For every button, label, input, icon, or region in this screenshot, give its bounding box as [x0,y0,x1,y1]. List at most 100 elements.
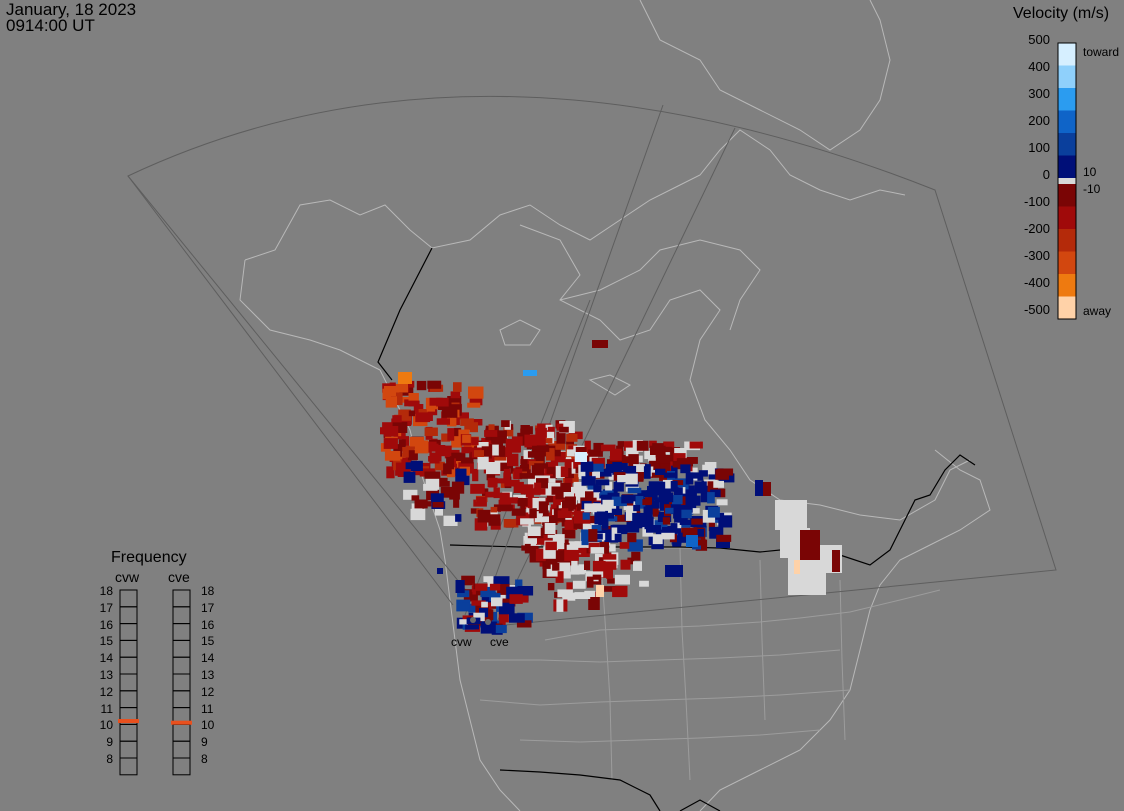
velocity-cell [581,476,596,486]
frequency-level-label: 11 [201,701,214,716]
frequency-level-label: 14 [201,651,215,666]
velocity-cell [657,511,672,522]
velocity-cell [534,463,548,469]
velocity-cell [655,529,665,538]
velocity-cell [538,466,553,477]
colorbar-ground-segment [1058,178,1076,184]
velocity-cell [408,393,419,404]
velocity-cell [536,533,548,545]
velocity-cell [455,475,470,486]
velocity-cell [471,437,479,446]
velocity-cell [582,455,596,464]
velocity-cell [407,450,418,461]
velocity-cell [566,544,576,554]
velocity-cell [523,450,532,460]
velocity-cell [607,492,620,498]
velocity-cell [707,481,718,492]
velocity-cell [584,560,591,570]
velocity-cell [517,612,533,623]
velocity-cell [611,508,622,515]
velocity-cell [575,486,587,498]
velocity-cell [585,469,593,481]
frequency-marker-cvw [118,719,139,724]
velocity-cell [663,441,675,448]
velocity-cell [424,427,438,436]
velocity-cell [524,426,533,435]
velocity-cell [672,461,687,468]
frequency-title: Frequency [111,549,187,566]
velocity-cell [596,468,612,477]
colorbar-tick-label: -100 [1023,194,1050,209]
velocity-cell [516,620,532,628]
velocity-cell [443,463,452,475]
velocity-cell [559,426,569,433]
velocity-cell [548,441,560,449]
date-label: January, 18 2023 [6,0,137,19]
velocity-cell [602,554,617,560]
site-label-cvw: cvw [451,635,472,649]
velocity-cell [489,583,501,591]
velocity-cell [540,509,549,519]
velocity-cell [573,580,586,589]
frequency-cell [172,673,191,692]
frequency-level-label: 18 [201,584,215,598]
velocity-cell [613,481,624,492]
velocity-cell [832,550,840,572]
velocity-cell [455,514,462,522]
velocity-cell [627,532,637,543]
velocity-cell [585,571,599,582]
velocity-cell [481,446,490,458]
velocity-cell [605,516,618,522]
frequency-level-label: 14 [99,651,113,666]
velocity-cell [591,457,605,468]
velocity-cell [680,464,691,474]
velocity-cell [697,529,705,537]
velocity-cell [582,512,590,520]
velocity-cell [468,386,484,399]
time-label: 0914:00 UT [6,16,95,35]
frequency-level-label: 9 [106,735,113,750]
frequency-cell [119,740,138,759]
velocity-cell [443,515,458,526]
frequency-cell [119,639,138,658]
velocity-cell [410,508,426,521]
velocity-cell [607,578,619,584]
colorbar-tick-label: 200 [1028,113,1050,128]
velocity-cell [551,486,561,495]
velocity-cell [655,449,665,458]
colorbar-tick-label: -200 [1023,221,1050,236]
colorbar-segment [1058,229,1076,252]
velocity-cell [584,503,597,513]
frequency-level-label: 9 [201,735,208,750]
colorbar-segment [1058,133,1076,156]
frequency-level-label: 12 [201,684,215,699]
velocity-cell [481,601,488,608]
velocity-cell [614,574,630,585]
velocity-cell [523,370,537,376]
velocity-cell [593,485,602,493]
velocity-cell [517,500,533,507]
velocity-cell [520,518,534,525]
velocity-cell [411,495,420,501]
velocity-cell [693,539,706,546]
velocity-cell [651,472,662,478]
velocity-cell [635,496,644,507]
velocity-cell [625,465,637,474]
velocity-cell [709,526,724,539]
velocity-cell [672,504,688,510]
velocity-cell [447,396,462,408]
frequency-level-label: 12 [99,684,113,699]
velocity-cell [435,450,452,457]
frequency-level-label: 15 [99,634,113,649]
velocity-cell [661,526,677,534]
velocity-cell [524,532,537,544]
velocity-cell [707,506,720,518]
velocity-cell [497,504,513,511]
velocity-cell [588,579,602,585]
velocity-cell [662,446,672,453]
velocity-cell [665,565,683,577]
velocity-cell [483,576,495,582]
velocity-cell [755,480,763,496]
velocity-cell [544,523,556,534]
velocity-cell [454,436,466,442]
